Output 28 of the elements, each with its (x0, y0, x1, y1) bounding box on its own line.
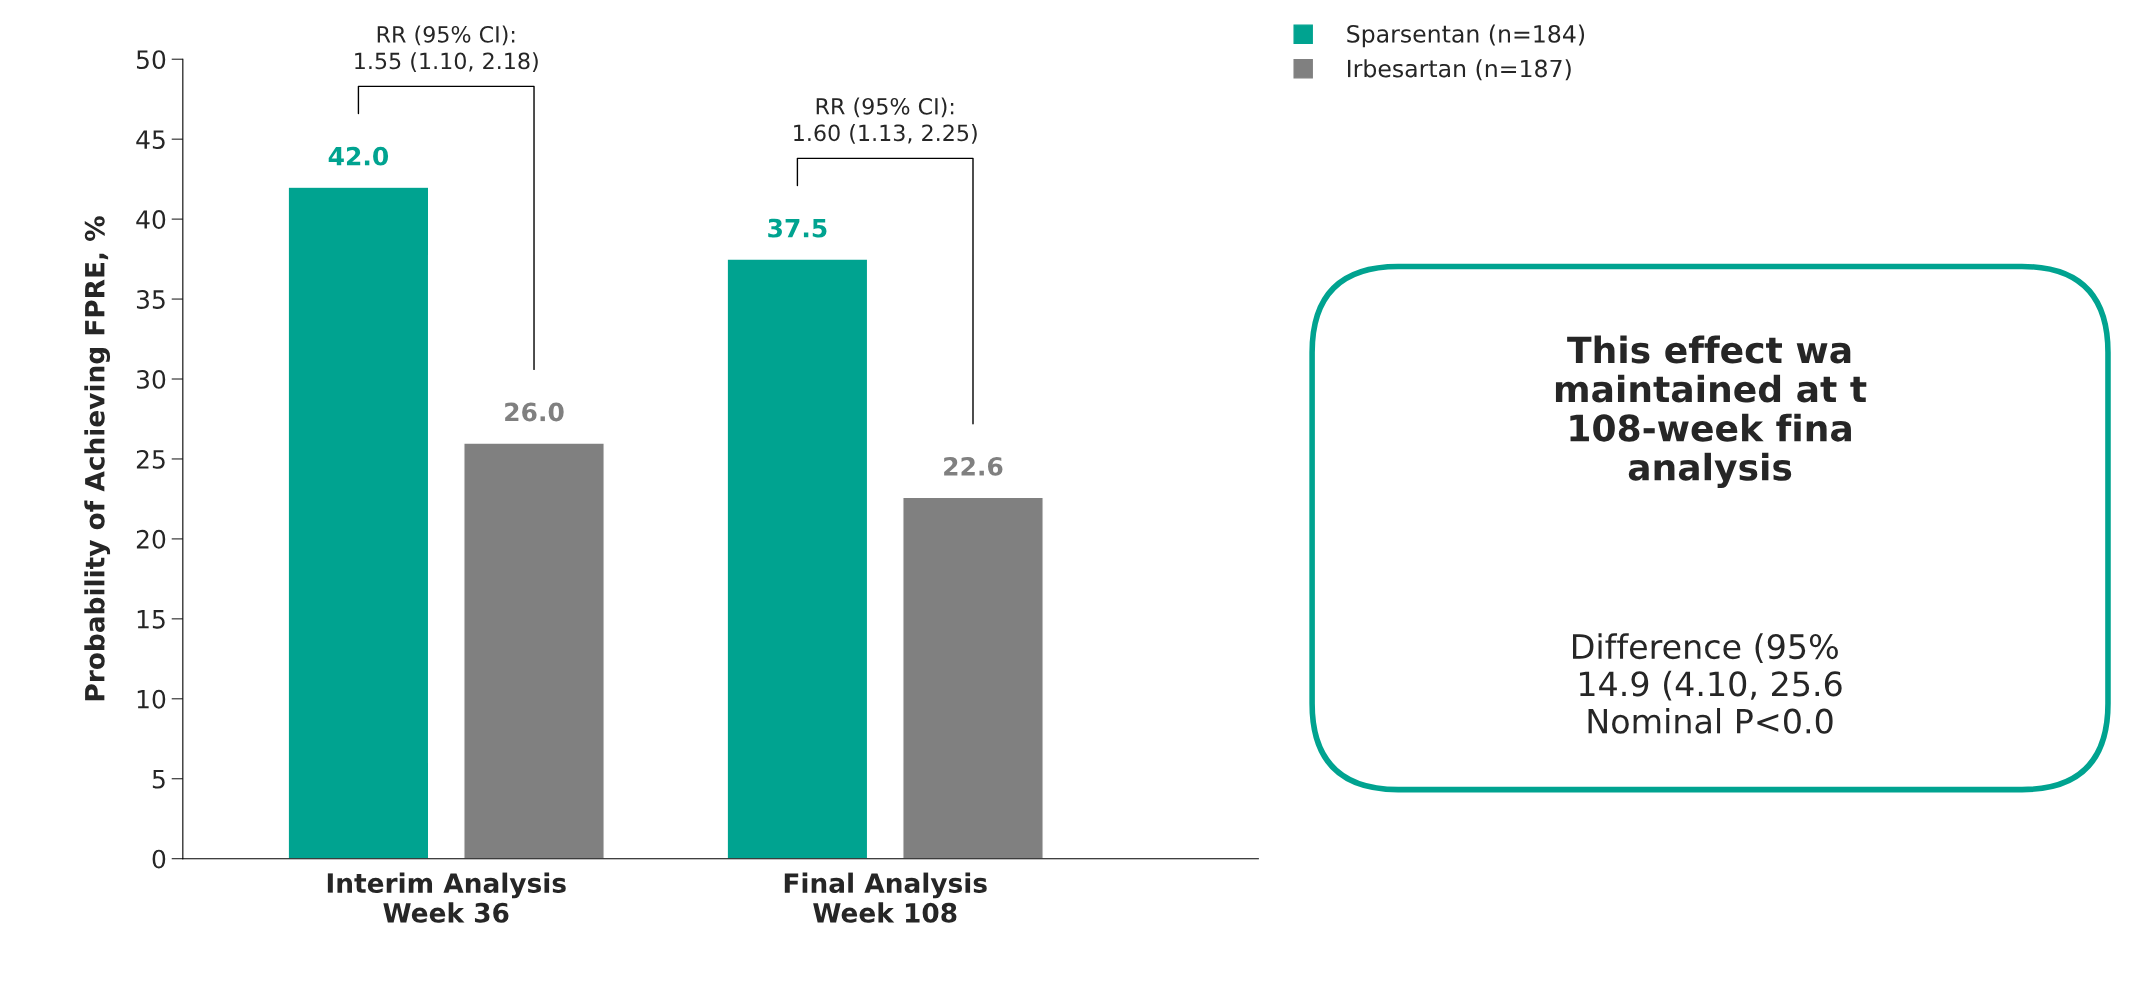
data-label: 22.6 (944, 456, 1003, 476)
y-tick-label: 50 (136, 50, 166, 70)
bar (902, 496, 1044, 859)
x-tick-label: Interim Analysis Week 36 (327, 872, 566, 923)
text: This effect wa maintained at t 108-week fina analysis (1555, 335, 1867, 488)
bar (463, 442, 605, 859)
bar (726, 258, 869, 859)
y-tick-label: 0 (152, 849, 166, 869)
annotation: RR (95% CI): 1.60 (1.13, 2.25) (794, 97, 977, 144)
data-label: 26.0 (505, 402, 564, 422)
y-tick-label: 35 (136, 290, 165, 309)
y-tick-label: 5 (152, 770, 165, 789)
data-label: 42.0 (328, 146, 389, 166)
y-tick-label: 40 (136, 210, 166, 229)
y-tick-label: 25 (136, 449, 165, 469)
y-tick-label: 20 (136, 529, 166, 549)
y-tick-label: 10 (137, 689, 166, 709)
y-axis-title: Probability of Achieving FPRE, % (84, 216, 111, 701)
text: Difference (95% 14.9 (4.10, 25.6 Nominal P<0.0 (1573, 633, 1842, 734)
annotation: RR (95% CI): 1.55 (1.10, 2.18) (355, 25, 538, 72)
legend-label: Sparsentan (n=184) (1347, 24, 1585, 48)
data-label: 37.5 (768, 218, 827, 238)
bar (287, 186, 430, 859)
y-tick-label: 15 (137, 610, 165, 629)
x-tick-label: Final Analysis Week 108 (784, 872, 987, 923)
y-tick-label: 30 (136, 369, 166, 389)
y-tick-label: 45 (136, 130, 165, 150)
legend-label: Irbesartan (n=187) (1348, 59, 1571, 81)
